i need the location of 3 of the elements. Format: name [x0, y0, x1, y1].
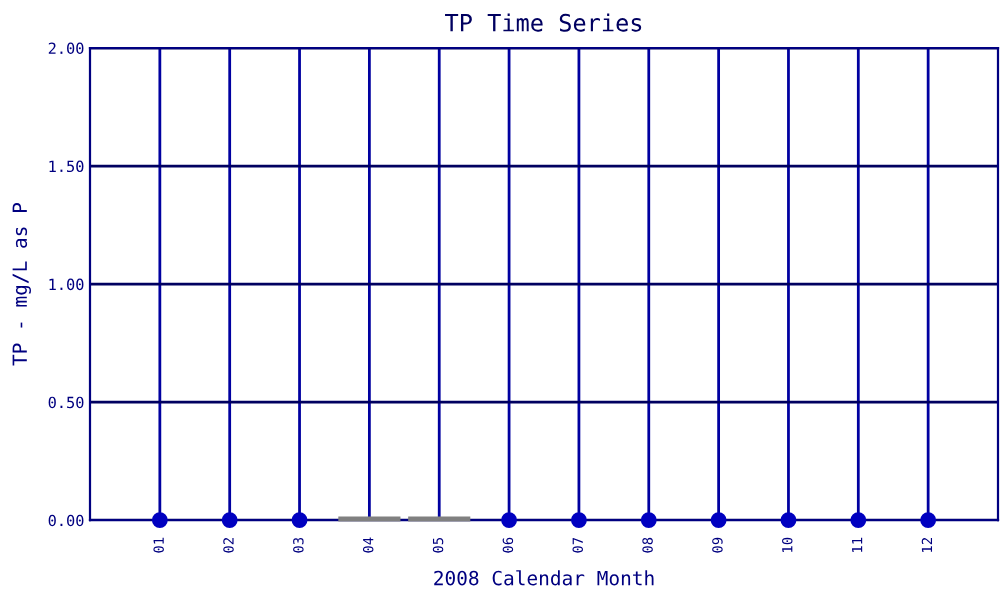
chart-title: TP Time Series [445, 13, 642, 32]
x-axis-title: 2008 Calendar Month [434, 570, 654, 586]
y-axis-title: TP - mg/L as P [12, 203, 31, 366]
